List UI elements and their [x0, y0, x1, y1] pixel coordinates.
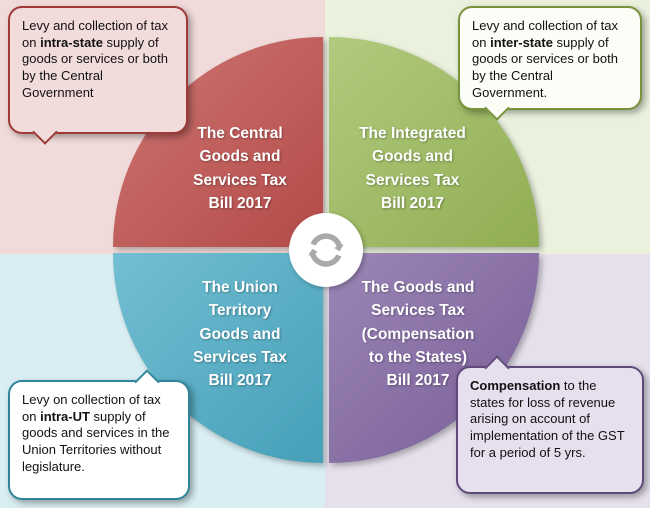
text-segment: to the states for loss of revenue arisin…	[470, 378, 625, 460]
text-segment: Levy and collection of tax on	[22, 18, 168, 50]
text-segment: supply of goods or services or both by t…	[472, 34, 618, 100]
segment-label-integrated: The Integrated Goods and Services Tax Bi…	[359, 125, 466, 212]
text-segment: Levy and collection of tax on	[472, 18, 618, 50]
cycle-arrows-icon	[305, 231, 347, 269]
text-segment: supply of goods and services in the Unio…	[22, 408, 170, 474]
callout-compensation: Compensation to the states for loss of r…	[456, 355, 644, 494]
text-segment-bold: inter-state	[490, 34, 553, 50]
center-badge	[289, 213, 363, 287]
callout-union-territory-text: Levy on collection of tax on intra-UT su…	[22, 392, 176, 475]
callout-compensation-text: Compensation to the states for loss of r…	[470, 378, 630, 461]
callout-integrated-text: Levy and collection of tax on inter-stat…	[472, 18, 628, 101]
callout-central: Levy and collection of tax on intra-stat…	[8, 6, 188, 145]
text-segment-bold: intra-state	[40, 34, 103, 50]
segment-label-union-territory: The Union Territory Goods and Services T…	[193, 279, 287, 389]
text-segment: supply of goods or services or both by t…	[22, 34, 168, 100]
text-segment: Levy on collection of tax on	[22, 392, 161, 424]
circle-segment-central	[113, 37, 323, 247]
callout-union-territory: Levy on collection of tax on intra-UT su…	[8, 369, 190, 500]
callout-integrated: Levy and collection of tax on inter-stat…	[458, 6, 642, 121]
segment-label-compensation: The Goods and Services Tax (Compensation…	[361, 279, 475, 389]
text-segment-bold: Compensation	[470, 378, 561, 393]
callout-central-text: Levy and collection of tax on intra-stat…	[22, 18, 174, 101]
segment-label-central: The Central Goods and Services Tax Bill …	[193, 125, 287, 212]
text-segment-bold: intra-UT	[40, 408, 90, 424]
